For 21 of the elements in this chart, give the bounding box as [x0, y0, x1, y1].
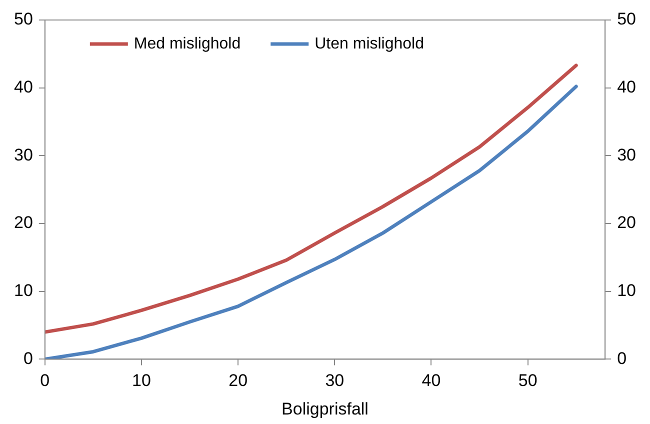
x-tick-label: 20	[228, 371, 248, 390]
x-tick-label: 40	[422, 371, 441, 390]
x-tick-label: 50	[518, 371, 538, 390]
y-tick-label: 40	[14, 78, 33, 97]
y2-tick-label: 0	[617, 348, 627, 368]
y-tick-label: 50	[14, 10, 33, 29]
x-axis-title: Boligprisfall	[282, 399, 368, 418]
y2-tick-label: 40	[617, 78, 636, 97]
y-tick-label: 20	[14, 213, 33, 232]
legend-label: Med mislighold	[134, 35, 241, 52]
x-tick-label: 10	[132, 371, 151, 390]
y2-tick-label: 30	[617, 145, 636, 164]
y2-tick-label: 10	[617, 281, 636, 300]
y-tick-label: 0	[23, 348, 33, 368]
y2-tick-label: 50	[617, 10, 636, 29]
x-tick-label: 0	[40, 371, 50, 390]
x-tick-label: 30	[325, 371, 344, 390]
y-tick-label: 10	[14, 281, 33, 300]
y-tick-label: 30	[14, 145, 33, 164]
legend-label: Uten mislighold	[314, 35, 424, 52]
y2-tick-label: 20	[617, 213, 636, 232]
